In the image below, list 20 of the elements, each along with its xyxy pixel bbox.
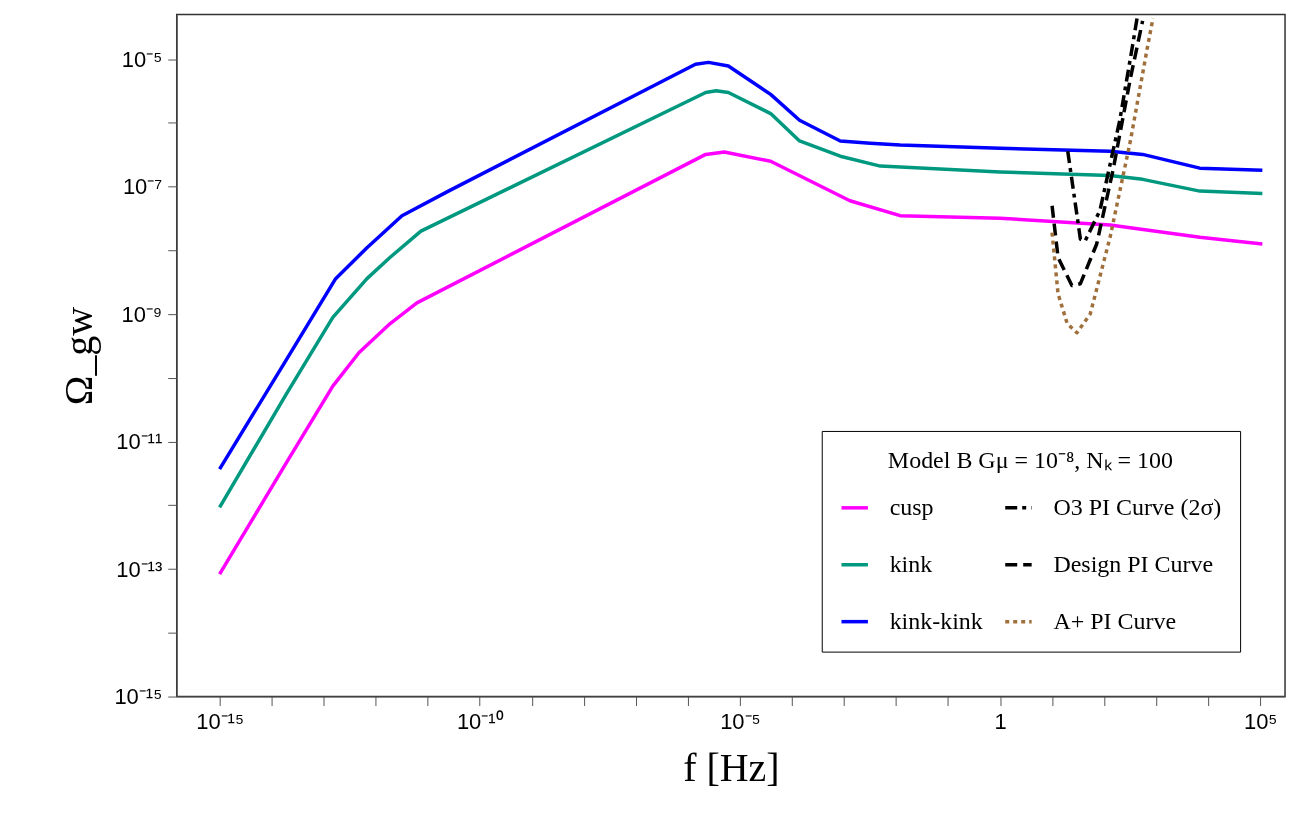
x-tick-label: 10⁻¹⁵ — [196, 709, 245, 734]
y-tick-label: 10⁻¹³ — [116, 556, 163, 582]
legend-label: cusp — [889, 493, 934, 520]
y-tick-label: 10⁻⁵ — [121, 46, 163, 72]
y-tick-label: 10⁻⁷ — [122, 174, 163, 200]
x-tick-label: 10⁻⁵ — [720, 709, 761, 734]
legend-label: A+ PI Curve — [1053, 607, 1177, 634]
y-axis-title: Ω_gw — [56, 306, 102, 406]
x-axis-title: f [Hz] — [683, 744, 780, 790]
x-tick-label: 10⁻¹⁰ — [456, 709, 504, 734]
x-tick-label: 10⁵ — [1243, 709, 1278, 734]
legend-label: O3 PI Curve (2σ) — [1053, 493, 1222, 520]
y-tick-label: 10⁻¹¹ — [116, 429, 163, 455]
y-tick-label: 10⁻⁹ — [121, 301, 163, 327]
x-tick-label: 1 — [994, 709, 1007, 734]
legend-label: Design PI Curve — [1053, 550, 1214, 577]
legend-label: kink — [889, 550, 933, 577]
legend-title: Model B Gμ = 10⁻⁸, Nₖ = 100 — [887, 446, 1173, 473]
y-tick-label: 10⁻¹⁵ — [114, 684, 163, 710]
legend-label: kink-kink — [889, 607, 983, 634]
